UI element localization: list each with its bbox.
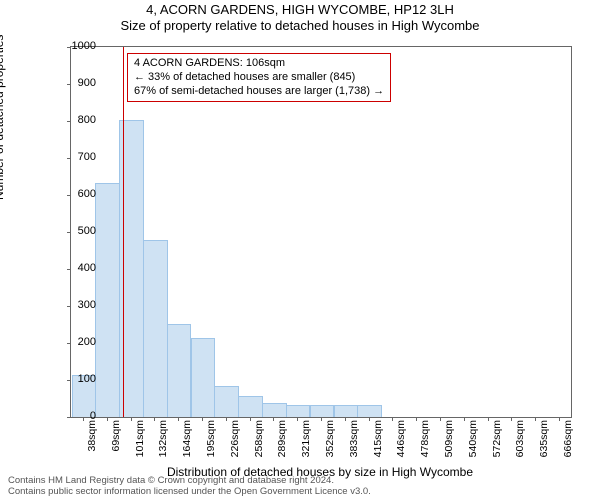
- y-tick-label: 900: [36, 77, 96, 89]
- x-tick-label: 69sqm: [110, 420, 122, 452]
- x-tick-label: 446sqm: [395, 420, 407, 457]
- x-tick-label: 540sqm: [467, 420, 479, 457]
- attribution-footer: Contains HM Land Registry data © Crown c…: [8, 476, 371, 498]
- x-tick-label: 195sqm: [205, 420, 217, 457]
- x-tick-label: 415sqm: [372, 420, 384, 457]
- histogram-bar: [238, 396, 263, 417]
- x-tick-mark: [416, 417, 417, 421]
- x-tick-mark: [488, 417, 489, 421]
- x-tick-label: 132sqm: [157, 420, 169, 457]
- x-tick-mark: [535, 417, 536, 421]
- x-tick-label: 38sqm: [86, 420, 98, 452]
- x-tick-label: 289sqm: [276, 420, 288, 457]
- histogram-bar: [167, 324, 192, 418]
- x-tick-label: 635sqm: [538, 420, 550, 457]
- footer-line: Contains public sector information licen…: [8, 487, 371, 498]
- histogram-bar: [191, 338, 216, 417]
- x-tick-mark: [202, 417, 203, 421]
- x-tick-label: 666sqm: [562, 420, 574, 457]
- x-tick-mark: [273, 417, 274, 421]
- reference-line: [123, 47, 124, 417]
- histogram-bar: [214, 386, 239, 417]
- x-tick-label: 226sqm: [229, 420, 241, 457]
- histogram-plot: 4 ACORN GARDENS: 106sqm← 33% of detached…: [70, 46, 572, 418]
- x-tick-mark: [154, 417, 155, 421]
- x-tick-mark: [131, 417, 132, 421]
- x-tick-mark: [321, 417, 322, 421]
- x-tick-mark: [226, 417, 227, 421]
- title-block: 4, ACORN GARDENS, HIGH WYCOMBE, HP12 3LH…: [0, 2, 600, 33]
- histogram-bar: [286, 405, 311, 417]
- x-tick-label: 572sqm: [491, 420, 503, 457]
- x-tick-label: 478sqm: [419, 420, 431, 457]
- x-tick-label: 383sqm: [348, 420, 360, 457]
- histogram-bar: [95, 183, 120, 417]
- y-axis-label: Number of detached properties: [0, 35, 6, 200]
- x-tick-label: 164sqm: [181, 420, 193, 457]
- subtitle: Size of property relative to detached ho…: [0, 18, 600, 34]
- y-tick-label: 700: [36, 151, 96, 163]
- y-tick-label: 300: [36, 299, 96, 311]
- x-tick-label: 258sqm: [253, 420, 265, 457]
- x-tick-label: 352sqm: [324, 420, 336, 457]
- x-tick-label: 509sqm: [443, 420, 455, 457]
- annotation-line: 67% of semi-detached houses are larger (…: [134, 85, 384, 99]
- x-tick-mark: [297, 417, 298, 421]
- x-tick-mark: [511, 417, 512, 421]
- histogram-bar: [310, 405, 335, 417]
- x-tick-mark: [369, 417, 370, 421]
- annotation-line: ← 33% of detached houses are smaller (84…: [134, 71, 384, 85]
- figure: 4, ACORN GARDENS, HIGH WYCOMBE, HP12 3LH…: [0, 0, 600, 500]
- x-tick-mark: [107, 417, 108, 421]
- x-tick-mark: [392, 417, 393, 421]
- x-tick-mark: [559, 417, 560, 421]
- supertitle: 4, ACORN GARDENS, HIGH WYCOMBE, HP12 3LH: [0, 2, 600, 18]
- x-tick-label: 321sqm: [300, 420, 312, 457]
- annotation-line: 4 ACORN GARDENS: 106sqm: [134, 57, 384, 71]
- y-tick-label: 400: [36, 262, 96, 274]
- x-tick-mark: [345, 417, 346, 421]
- x-tick-mark: [464, 417, 465, 421]
- x-tick-label: 603sqm: [514, 420, 526, 457]
- x-tick-mark: [440, 417, 441, 421]
- y-tick-label: 100: [36, 373, 96, 385]
- histogram-bar: [357, 405, 382, 417]
- y-tick-label: 200: [36, 336, 96, 348]
- x-tick-mark: [250, 417, 251, 421]
- histogram-bar: [262, 403, 287, 417]
- histogram-bar: [334, 405, 359, 417]
- y-tick-label: 600: [36, 188, 96, 200]
- x-tick-label: 101sqm: [134, 420, 146, 457]
- y-tick-label: 500: [36, 225, 96, 237]
- annotation-box: 4 ACORN GARDENS: 106sqm← 33% of detached…: [127, 53, 391, 102]
- y-tick-label: 800: [36, 114, 96, 126]
- histogram-bar: [143, 240, 168, 417]
- x-tick-mark: [178, 417, 179, 421]
- y-tick-label: 1000: [36, 40, 96, 52]
